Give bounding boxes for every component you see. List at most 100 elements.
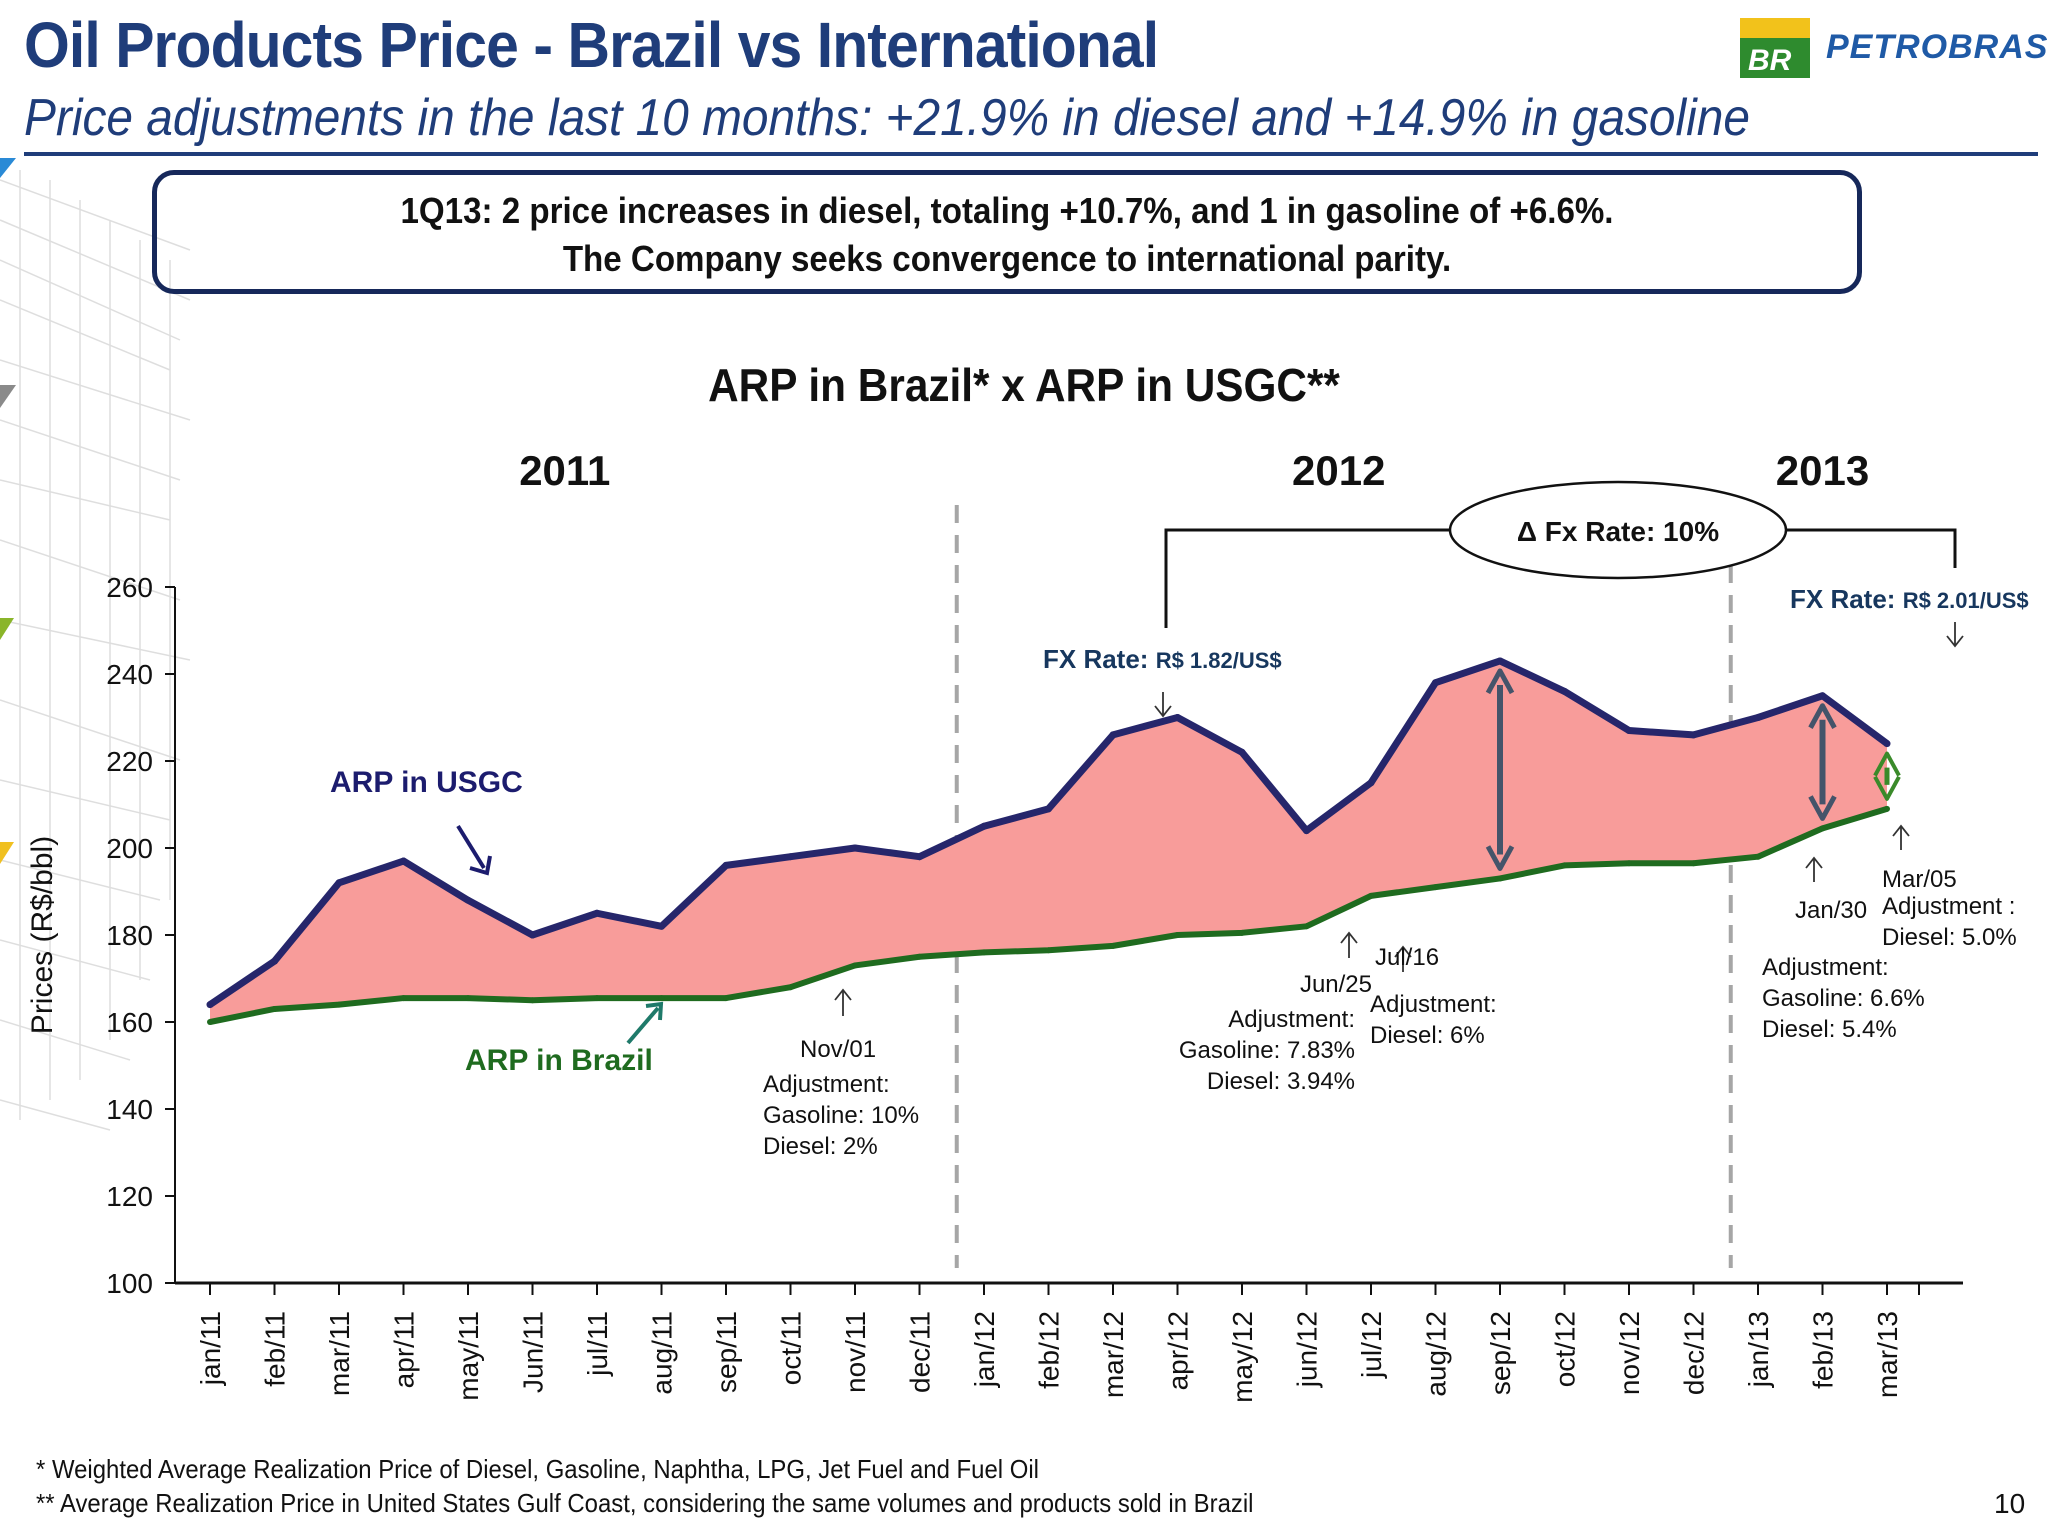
usgc-point — [851, 844, 859, 852]
yellow-corner-triangle — [0, 842, 14, 864]
usgc-point — [1045, 805, 1052, 813]
x-tick-label: nov/12 — [1614, 1311, 1645, 1395]
callout-line-2: The Company seeks convergence to interna… — [562, 238, 1452, 279]
brazil-point — [1690, 860, 1697, 867]
usgc-point — [1238, 748, 1246, 756]
year-label: 2013 — [1776, 447, 1869, 494]
axis-layer: 100 120 140 160 180 200 220 240 260 Prices (R$/bb… — [26, 447, 1963, 1403]
nov01-annotation-line: Adjustment: — [763, 1071, 890, 1098]
y-tick-label: 200 — [106, 833, 153, 864]
x-tick-label: aug/11 — [647, 1311, 678, 1395]
usgc-point — [1109, 731, 1117, 739]
x-tick-label: dec/11 — [905, 1311, 936, 1393]
brazil-point — [594, 995, 600, 1002]
brazil-point — [1819, 825, 1826, 832]
y-tick-label: 120 — [106, 1181, 153, 1212]
callout-box: 1Q13: 2 price increases in diesel, total… — [152, 170, 1862, 294]
jan30-annotation-line: Gasoline: 6.6% — [1762, 985, 1925, 1012]
blue-corner-triangle — [0, 158, 16, 178]
jul16-annotation-line: Adjustment: — [1370, 991, 1497, 1018]
x-tick-label: feb/13 — [1808, 1311, 1839, 1389]
usgc-point — [271, 957, 278, 965]
x-tick-label: nov/11 — [840, 1311, 871, 1393]
x-tick-label: may/12 — [1227, 1311, 1258, 1403]
callout-line-1: 1Q13: 2 price increases in diesel, total… — [400, 190, 1614, 231]
page-title: Oil Products Price - Brazil vs Internati… — [24, 9, 1159, 81]
usgc-point — [787, 853, 794, 861]
usgc-point — [464, 896, 472, 904]
brazil-point — [400, 995, 407, 1002]
brazil-point — [1432, 884, 1439, 891]
mar05-annotation-arrow — [1892, 824, 1910, 850]
x-tick-label: jul/11 — [582, 1311, 613, 1377]
background-grid-decoration — [0, 158, 191, 1131]
brazil-point — [1497, 875, 1503, 882]
page-number: 10 — [1994, 1488, 2026, 1519]
y-axis-label: Prices (R$/bbl) — [26, 836, 59, 1034]
jun25-annotation-line: Diesel: 3.94% — [1207, 1068, 1355, 1095]
jun25-annotation-date: Jun/25 — [1300, 971, 1372, 998]
usgc-point — [658, 922, 665, 930]
price-gap-area — [210, 660, 1887, 1022]
usgc-point — [1432, 679, 1439, 687]
usgc-point — [1303, 827, 1310, 835]
x-tick-label: mar/11 — [324, 1311, 355, 1396]
annotation-layer: ARP in USGC ARP in Brazil Δ Fx Rate: 10% FX… — [330, 480, 2029, 1160]
brazil-point — [916, 953, 923, 960]
brazil-point — [1303, 923, 1310, 930]
usgc-point — [593, 909, 601, 917]
x-tick-label: feb/11 — [260, 1311, 291, 1387]
x-tick-label: mar/12 — [1098, 1311, 1129, 1398]
fx-rate-2012-label: FX Rate: R$ 1.82/US$ — [1043, 644, 1282, 674]
brazil-point — [336, 1001, 342, 1008]
usgc-point — [1690, 731, 1697, 739]
jul16-annotation-arrow — [1394, 945, 1412, 972]
year-label: 2012 — [1292, 447, 1385, 494]
mar05-annotation-line: Adjustment : — [1882, 893, 2015, 920]
x-tick-label: oct/12 — [1550, 1311, 1581, 1387]
brazil-pointer-arrow — [626, 1001, 664, 1045]
brazil-point — [723, 995, 729, 1002]
usgc-point — [1754, 714, 1762, 721]
jan30-annotation-line: Diesel: 5.4% — [1762, 1016, 1897, 1043]
logo-text: PETROBRAS — [1826, 28, 2048, 66]
fx-delta-ellipse — [1448, 480, 1788, 580]
usgc-point — [206, 1001, 214, 1009]
mar05-annotation-line: Diesel: 5.0% — [1882, 924, 2017, 951]
fx-bracket — [1164, 528, 1957, 628]
footnotes: * Weighted Average Realization Price of … — [36, 1452, 1253, 1520]
brazil-point — [1755, 853, 1761, 860]
brazil-point — [1045, 947, 1052, 954]
fx-2013-down-arrow — [1946, 622, 1964, 648]
x-tick-label: jan/11 — [195, 1311, 226, 1386]
x-tick-label: sep/11 — [711, 1311, 742, 1393]
nov01-annotation-arrow — [834, 988, 852, 1016]
fx-rate-2013-label: FX Rate: R$ 2.01/US$ — [1790, 584, 2029, 614]
nov01-annotation-line: Gasoline: 10% — [763, 1102, 919, 1129]
jun25-annotation-arrow — [1340, 931, 1358, 958]
usgc-point — [1496, 657, 1504, 665]
x-tick-label: mar/13 — [1872, 1311, 1903, 1398]
green-corner-triangle — [0, 618, 14, 640]
x-tick-label: dec/12 — [1679, 1311, 1710, 1395]
brazil-point — [852, 962, 858, 969]
x-tick-label: apr/11 — [389, 1311, 420, 1388]
brazil-point — [1561, 862, 1568, 869]
fx-2012-down-arrow — [1154, 692, 1172, 718]
gray-corner-triangle — [0, 385, 16, 408]
x-tick-label: jan/13 — [1743, 1311, 1774, 1388]
feb13-gap-arrow — [1808, 703, 1837, 821]
mar05-annotation-date: Mar/05 — [1882, 866, 1957, 893]
y-tick-label: 260 — [106, 572, 153, 603]
year-label: 2011 — [519, 447, 610, 494]
x-tick-label: may/11 — [453, 1311, 484, 1401]
usgc-point — [1883, 740, 1891, 748]
usgc-point — [916, 853, 923, 861]
brazil-point — [1110, 942, 1116, 949]
mar13-gap-arrow — [1873, 751, 1901, 801]
usgc-series-label: ARP in USGC — [330, 766, 523, 799]
brazil-point — [981, 949, 987, 956]
x-tick-label: aug/12 — [1421, 1311, 1452, 1397]
brazil-point — [207, 1019, 213, 1025]
